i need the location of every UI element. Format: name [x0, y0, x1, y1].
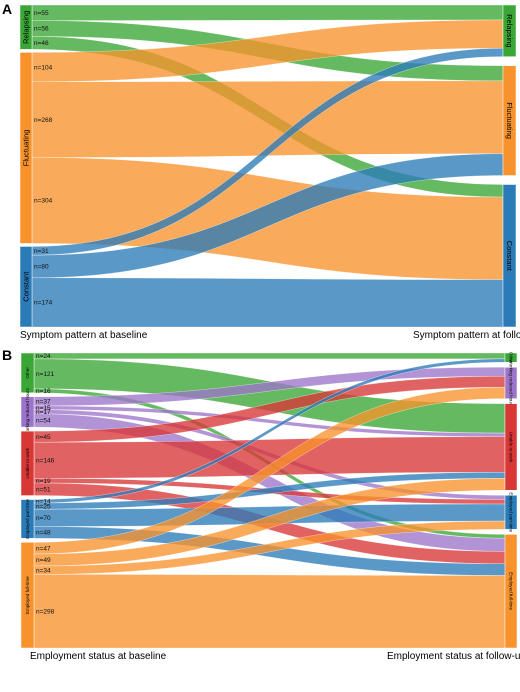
flow-count-label: n=49 [36, 557, 51, 564]
right-node-working_reduced [504, 366, 518, 399]
flow-count-label: n=17 [36, 409, 51, 416]
flow-count-label: n=48 [36, 530, 51, 537]
flow-count-label: n=19 [36, 478, 51, 485]
right-node-label-working_reduced: Working reduced hours [509, 359, 514, 407]
flow-count-label: n=268 [34, 117, 53, 124]
left-node-label-unable: Unable to work [25, 447, 30, 478]
left-node-relapsing [19, 4, 33, 50]
flow-count-label: n=45 [36, 434, 51, 441]
flow-count-label: n=174 [34, 300, 53, 307]
flow-count-label: n=54 [36, 418, 51, 425]
flow-count-label: n=146 [36, 457, 55, 464]
flow-count-label: n=55 [34, 10, 49, 17]
panel-letter-b: B [2, 347, 12, 363]
baseline-caption: Employment status at baseline [30, 651, 167, 662]
left-node-constant [19, 246, 33, 328]
flow-count-label: n=25 [36, 503, 51, 510]
flow-count-label: n=14 [36, 498, 51, 505]
sankey-panel-b: B Other Working reduced hours Unable to wo… [0, 346, 520, 692]
right-node-unable [504, 403, 518, 491]
follow-up-caption: Symptom pattern at follow-up [413, 330, 520, 341]
sankey-panel-a: A Relapsing Fluctuating Constant Relapsing… [2, 1, 520, 341]
flow-count-label: n=56 [34, 26, 49, 33]
left-node-unable [20, 430, 35, 496]
flow-count-label: n=121 [36, 371, 55, 378]
right-node-constant [502, 184, 517, 328]
right-node-label-constant: Constant [505, 241, 514, 272]
right-node-relapsing [502, 4, 517, 57]
flow-count-label: n=24 [36, 353, 51, 360]
flow-count-label: n=304 [34, 198, 53, 205]
flow-constant-to-constant [31, 277, 504, 328]
left-node-label-constant: Constant [22, 271, 31, 302]
right-node-employed_full [504, 534, 518, 649]
panel-letter-a: A [2, 1, 12, 17]
flow-count-label: n=298 [36, 608, 55, 615]
flow-fluctuating-to-fluctuating [31, 80, 504, 158]
left-node-label-employed_full: Employed full-time [25, 576, 30, 614]
flow-count-label: n=70 [36, 515, 51, 522]
right-node-label-other: Other [509, 352, 514, 364]
left-node-other [20, 352, 35, 394]
flow-count-label: n=51 [36, 486, 51, 493]
flow-relapsing-to-relapsing [31, 4, 504, 21]
right-node-label-employed_part: Employed part-time [509, 492, 514, 532]
flow-count-label: n=80 [34, 264, 49, 271]
flow-count-label: n=15 [36, 405, 51, 412]
left-node-label-other: Other [25, 367, 30, 379]
left-node-employed_part [20, 499, 35, 539]
baseline-caption: Symptom pattern at baseline [20, 330, 148, 341]
right-node-label-relapsing: Relapsing [505, 14, 514, 47]
left-node-label-working_reduced: Working reduced hours [25, 388, 30, 436]
left-node-label-relapsing: Relapsing [22, 11, 31, 44]
follow-up-caption: Employment status at follow-up [387, 651, 520, 662]
flow-other-to-other [33, 352, 506, 360]
flow-count-label: n=104 [34, 64, 53, 71]
right-node-fluctuating [502, 65, 517, 176]
flow-count-label: n=31 [34, 248, 49, 255]
flow-count-label: n=34 [36, 567, 51, 574]
left-node-working_reduced [20, 396, 35, 428]
flow-count-label: n=16 [36, 388, 51, 395]
right-node-label-fluctuating: Fluctuating [505, 102, 514, 139]
flow-count-label: n=46 [34, 40, 49, 47]
left-node-fluctuating [19, 52, 33, 244]
left-node-employed_full [20, 542, 35, 649]
flow-count-label: n=47 [36, 545, 51, 552]
flow-count-label: n=37 [36, 399, 51, 406]
left-node-label-fluctuating: Fluctuating [22, 130, 31, 167]
right-node-label-unable: Unable to work [509, 432, 514, 463]
flow-employed_full-to-employed_full [33, 574, 506, 649]
right-node-employed_part [504, 495, 518, 530]
left-node-label-employed_part: Employed part-time [25, 499, 30, 539]
right-node-label-employed_full: Employed full-time [509, 572, 514, 610]
right-node-other [504, 352, 518, 363]
